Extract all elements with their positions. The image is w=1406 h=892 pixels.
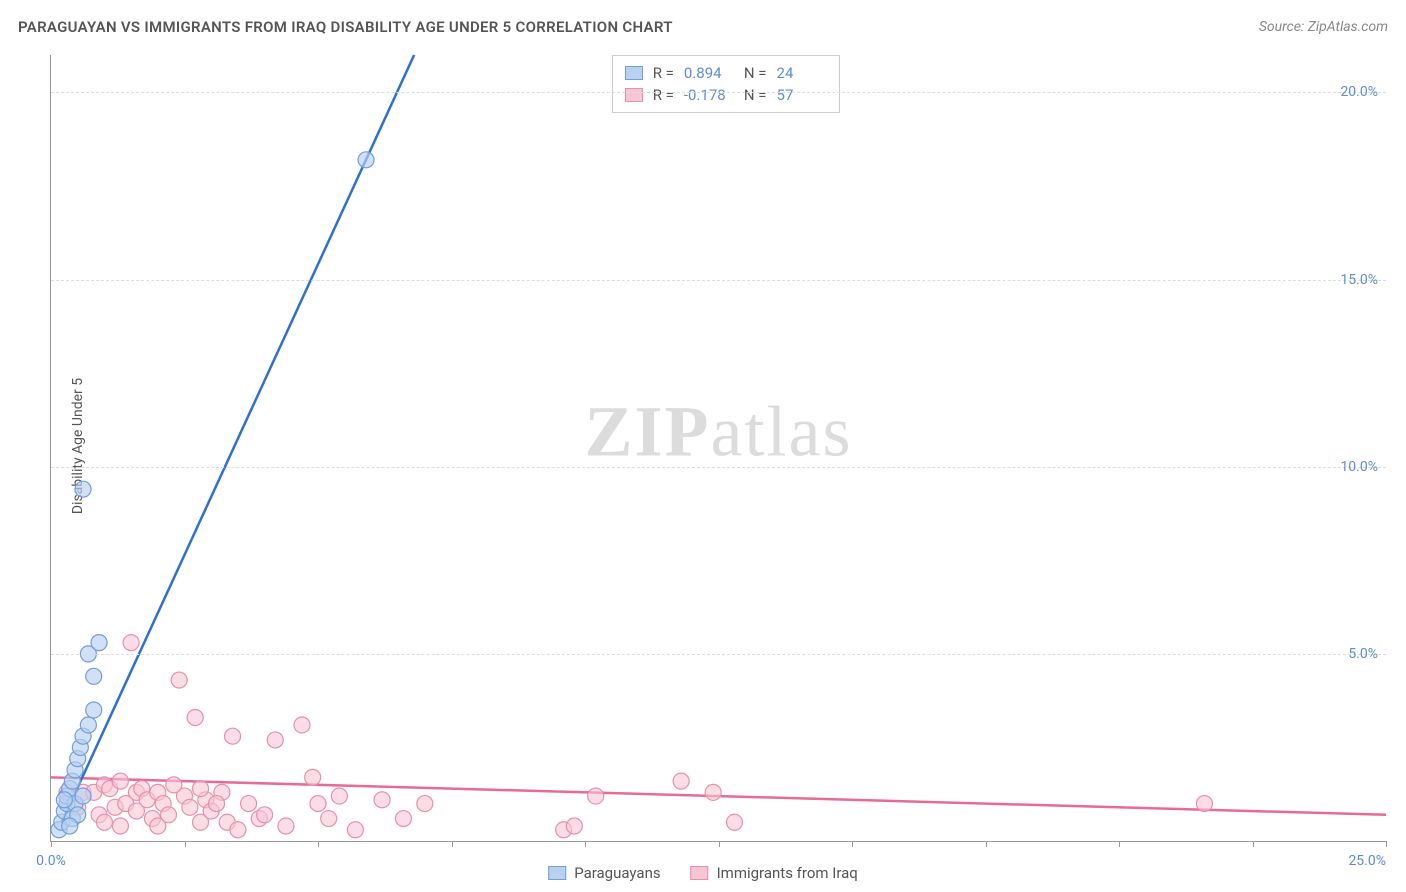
legend-item-2: Immigrants from Iraq (691, 864, 858, 882)
chart-header: PARAGUAYAN VS IMMIGRANTS FROM IRAQ DISAB… (18, 18, 1388, 36)
legend-swatch-2 (691, 866, 709, 880)
legend-swatch-1 (548, 866, 566, 880)
chart-source: Source: ZipAtlas.com (1259, 19, 1388, 35)
legend-label-2: Immigrants from Iraq (717, 864, 858, 882)
bottom-legend: Paraguayans Immigrants from Iraq (548, 864, 858, 882)
legend-label-1: Paraguayans (574, 864, 660, 882)
chart-title: PARAGUAYAN VS IMMIGRANTS FROM IRAQ DISAB… (18, 18, 673, 36)
scatter-plot-svg (51, 55, 1386, 841)
legend-item-1: Paraguayans (548, 864, 660, 882)
chart-plot-area: ZIPatlas R = 0.894 N = 24 R = -0.178 N =… (50, 55, 1386, 842)
